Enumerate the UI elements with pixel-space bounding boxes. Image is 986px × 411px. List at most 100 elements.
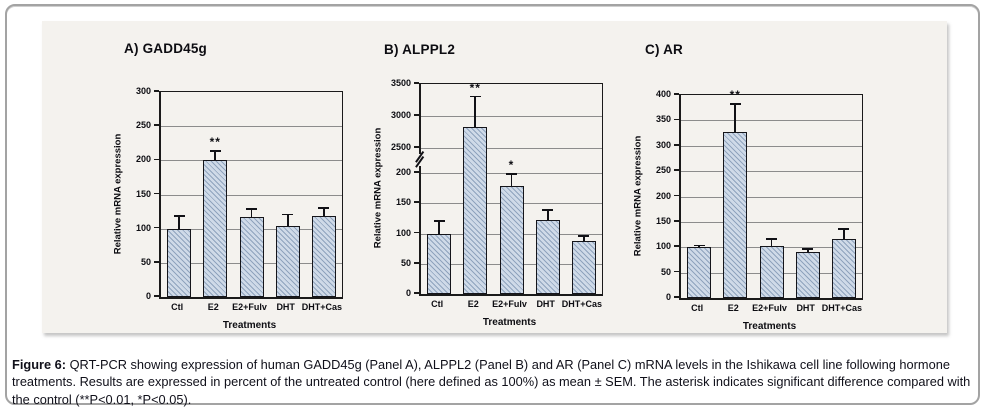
significance-marker: ** [469,80,481,95]
y-tick-label: 300 [135,86,151,96]
y-tick-mark [154,158,159,161]
y-tick-mark [154,192,159,195]
error-bar-line-e2 [474,95,477,127]
gridline [681,145,862,147]
y-tick-mark [674,118,679,121]
y-tick-mark [414,292,419,294]
x-tick-label-dht-cas: DHT+Cas [301,302,343,312]
plot-area: ** [679,88,863,300]
y-tick-label: 100 [655,241,671,252]
bar-e2 [463,126,488,294]
y-tick-label: 150 [395,197,411,208]
bar-dht [275,225,300,297]
x-tick-label-dht: DHT [276,302,295,312]
significance-marker: * [508,157,515,172]
bar-dht [795,251,820,298]
bar-e2-fulv [239,217,264,297]
y-tick-mark [674,194,679,197]
y-tick-label: 3000 [390,110,411,121]
bar-dht-cas [571,241,596,294]
y-tick-label: 250 [655,165,671,176]
chart-title: B) ALPPL2 [384,42,456,57]
y-tick-mark [674,245,679,248]
error-bar-line-dht [546,209,549,221]
error-bar-cap-e2 [209,150,221,152]
x-axis-label: Treatments [482,317,537,328]
y-tick-mark [154,261,159,263]
significance-marker: ** [729,88,741,103]
gridline [681,171,862,173]
x-tick-label-e2-fulv: E2+Fulv [752,303,787,313]
y-tick-label: 200 [135,154,151,165]
error-bar-line-dht-cas [843,228,845,239]
error-bar-cap-dht-cas [838,228,850,231]
gridline [421,148,602,150]
gridline [681,221,862,223]
y-tick-mark [154,124,159,126]
y-tick-mark [154,295,159,297]
x-tick-label-ctl: Ctl [431,299,444,309]
error-bar-line-ctl [438,220,440,234]
error-bar-line-e2 [734,103,737,133]
gridline [161,160,342,162]
x-tick-label-e2: E2 [207,302,219,312]
bar-e2-fulv [499,186,524,294]
bar-e2 [723,132,748,298]
y-tick-mark [154,90,159,92]
y-tick-label: 200 [655,190,671,201]
bar-ctl [687,247,712,298]
caption-label: Figure 6: [12,356,67,372]
y-tick-label: 200 [395,167,411,178]
error-bar-cap-ctl [693,244,705,247]
y-tick-label: 100 [135,222,151,233]
error-bar-line-e2 [214,150,217,161]
gridline [421,116,602,118]
caption-text: QRT-PCR showing expression of human GADD… [12,356,971,407]
y-tick-mark [674,93,679,95]
y-tick-mark [674,220,679,222]
x-tick-label-dht: DHT [796,303,815,313]
x-axis-label: Treatments [222,320,277,331]
y-tick-label: 0 [665,292,671,302]
y-tick-mark [414,201,419,204]
y-tick-label: 50 [660,266,671,277]
plot-area: ** [159,91,343,299]
error-bar-cap-dht [542,209,554,211]
y-tick-mark [674,169,679,171]
figure-caption: Figure 6: QRT-PCR showing expression of … [12,356,976,409]
y-tick-label: 0 [405,288,411,298]
error-bar-line-e2-fulv [250,208,253,218]
error-bar-line-dht [806,248,809,252]
error-bar-line-ctl [178,215,180,229]
error-bar-cap-dht-cas [318,207,330,210]
x-tick-label-e2: E2 [727,303,739,313]
gridline [681,120,862,122]
y-tick-label: 2500 [390,142,411,153]
y-tick-label: 50 [140,256,151,267]
gridline [161,194,342,196]
y-tick-label: 3500 [390,78,411,88]
y-tick-label: 50 [400,257,411,268]
figure-panel: A) GADD45g Relative mRNA expression ** 0 50 1… [42,21,947,333]
x-tick-label-dht: DHT [536,299,555,309]
error-bar-cap-dht [282,213,294,216]
bar-dht-cas [831,238,856,298]
y-tick-mark [414,171,419,173]
y-tick-label: 100 [395,227,411,238]
plot-area: ** * [419,80,603,296]
y-tick-mark [154,226,159,229]
bar-e2-fulv [759,245,784,298]
x-tick-label-e2: E2 [467,299,479,309]
bar-e2 [203,160,228,297]
error-bar-cap-ctl [433,220,445,222]
x-tick-label-e2-fulv: E2+Fulv [232,302,267,312]
significance-marker: ** [209,135,221,150]
bar-ctl [167,228,192,297]
y-tick-mark [414,146,419,148]
error-bar-cap-e2 [729,103,741,105]
y-tick-mark [414,82,419,84]
x-tick-label-e2-fulv: E2+Fulv [492,299,527,309]
x-tick-label-dht-cas: DHT+Cas [821,303,863,313]
y-tick-mark [414,114,419,116]
bar-ctl [427,233,452,294]
